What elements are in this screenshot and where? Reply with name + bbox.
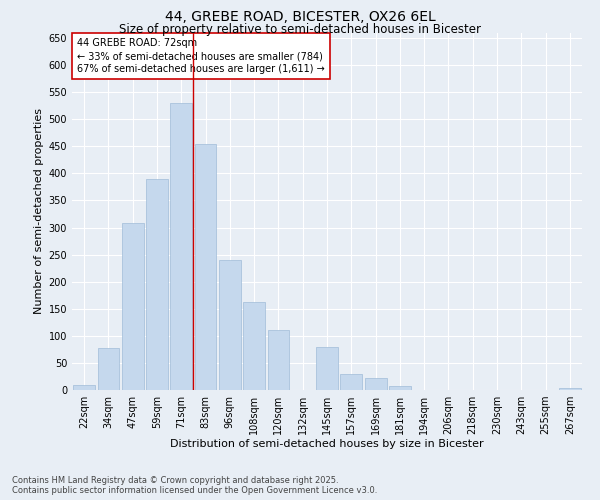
Bar bbox=[97, 348, 119, 390]
Text: 44 GREBE ROAD: 72sqm
← 33% of semi-detached houses are smaller (784)
67% of semi: 44 GREBE ROAD: 72sqm ← 33% of semi-detac… bbox=[77, 38, 325, 74]
Bar bbox=[340, 374, 362, 390]
Bar bbox=[146, 179, 168, 390]
Text: Size of property relative to semi-detached houses in Bicester: Size of property relative to semi-detach… bbox=[119, 22, 481, 36]
Text: Contains HM Land Registry data © Crown copyright and database right 2025.
Contai: Contains HM Land Registry data © Crown c… bbox=[12, 476, 377, 495]
Bar bbox=[194, 144, 217, 390]
Bar bbox=[316, 346, 338, 390]
Bar bbox=[122, 223, 143, 390]
Bar bbox=[559, 388, 581, 390]
Bar bbox=[268, 330, 289, 390]
Bar bbox=[170, 103, 192, 390]
X-axis label: Distribution of semi-detached houses by size in Bicester: Distribution of semi-detached houses by … bbox=[170, 438, 484, 448]
Bar bbox=[243, 302, 265, 390]
Text: 44, GREBE ROAD, BICESTER, OX26 6EL: 44, GREBE ROAD, BICESTER, OX26 6EL bbox=[164, 10, 436, 24]
Bar bbox=[219, 260, 241, 390]
Bar bbox=[365, 378, 386, 390]
Bar bbox=[73, 384, 95, 390]
Bar bbox=[389, 386, 411, 390]
Y-axis label: Number of semi-detached properties: Number of semi-detached properties bbox=[34, 108, 44, 314]
